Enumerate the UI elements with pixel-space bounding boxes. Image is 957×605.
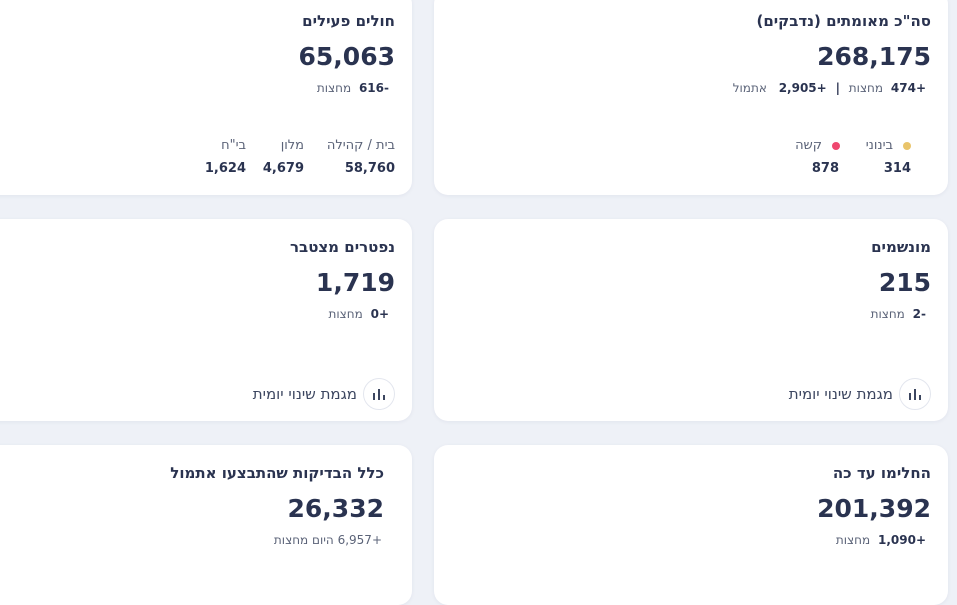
midnight-word: מחצות — [870, 307, 905, 321]
active-value: 65,063 — [298, 42, 395, 71]
card-active: חולים פעילים 65,063 -616 מחצות בית / קהי… — [0, 0, 412, 195]
breakdown-label-home: בית / קהילה — [326, 138, 395, 153]
card-confirmed: סה"כ מאומתים (נדבקים) 268,175 +474 מחצות… — [434, 0, 948, 195]
breakdown-label-severe: קשה — [795, 138, 840, 153]
midnight-word: מחצות — [835, 533, 871, 547]
tests-sub: +6,957 היום מחצות — [273, 533, 382, 547]
daily-trend-button[interactable]: מגמת שינוי יומית — [253, 378, 395, 410]
midnight-word: מחצות — [316, 81, 352, 95]
recovered-sub: +1,090 מחצות — [836, 533, 926, 547]
card-title: החלימו עד כה — [832, 464, 931, 482]
breakdown-label-medium: בינוני — [866, 138, 911, 153]
delta-midnight: +1,090 — [877, 533, 926, 547]
confirmed-sub: +474 מחצות | +2,905 אתמול — [733, 81, 926, 95]
active-sub: -616 מחצות — [317, 81, 389, 95]
ventilated-value: 215 — [878, 268, 931, 297]
midnight-word: מחצות — [328, 307, 363, 321]
breakdown-value-hospital: 1,624 — [204, 161, 246, 176]
breakdown-label-hotel: מלון — [280, 138, 304, 153]
breakdown-value-home: 58,760 — [344, 161, 395, 176]
delta-midnight: +0 — [370, 307, 389, 321]
daily-trend-label: מגמת שינוי יומית — [788, 385, 893, 403]
delta-midnight: -2 — [912, 307, 926, 321]
midnight-word: מחצות — [848, 81, 884, 95]
bar-chart-icon — [363, 378, 395, 410]
breakdown-value-hotel: 4,679 — [262, 161, 304, 176]
delta-midnight: -616 — [358, 81, 389, 95]
status-dot-medium — [903, 141, 911, 150]
card-title: מונשמים — [871, 238, 931, 256]
delta-yesterday: +2,905 — [778, 81, 827, 95]
yesterday-word: אתמול — [732, 81, 767, 95]
card-ventilated: מונשמים 215 -2 מחצות מגמת שינוי יומית — [434, 219, 948, 421]
breakdown-value-medium: 314 — [883, 161, 911, 176]
card-tests: כלל הבדיקות שהתבצעו אתמול 26,332 +6,957 … — [0, 445, 412, 605]
delta-midnight: +474 — [890, 81, 926, 95]
breakdown-label-hospital: בי"ח — [221, 138, 246, 153]
confirmed-value: 268,175 — [817, 42, 931, 71]
recovered-value: 201,392 — [817, 494, 931, 523]
card-title: נפטרים מצטבר — [290, 238, 395, 256]
card-deaths: נפטרים מצטבר 1,719 +0 מחצות מגמת שינוי י… — [0, 219, 412, 421]
status-dot-severe — [832, 141, 840, 150]
daily-trend-label: מגמת שינוי יומית — [252, 385, 357, 403]
card-recovered: החלימו עד כה 201,392 +1,090 מחצות — [434, 445, 948, 605]
card-title: כלל הבדיקות שהתבצעו אתמול — [170, 464, 384, 482]
card-title: סה"כ מאומתים (נדבקים) — [756, 12, 931, 30]
deaths-value: 1,719 — [315, 268, 395, 297]
ventilated-sub: -2 מחצות — [871, 307, 926, 321]
tests-value: 26,332 — [287, 494, 384, 523]
card-title: חולים פעילים — [302, 12, 395, 30]
breakdown-value-severe: 878 — [811, 161, 839, 176]
deaths-sub: +0 מחצות — [328, 307, 389, 321]
daily-trend-button[interactable]: מגמת שינוי יומית — [789, 378, 931, 410]
bar-chart-icon — [899, 378, 931, 410]
separator: | — [835, 81, 840, 95]
